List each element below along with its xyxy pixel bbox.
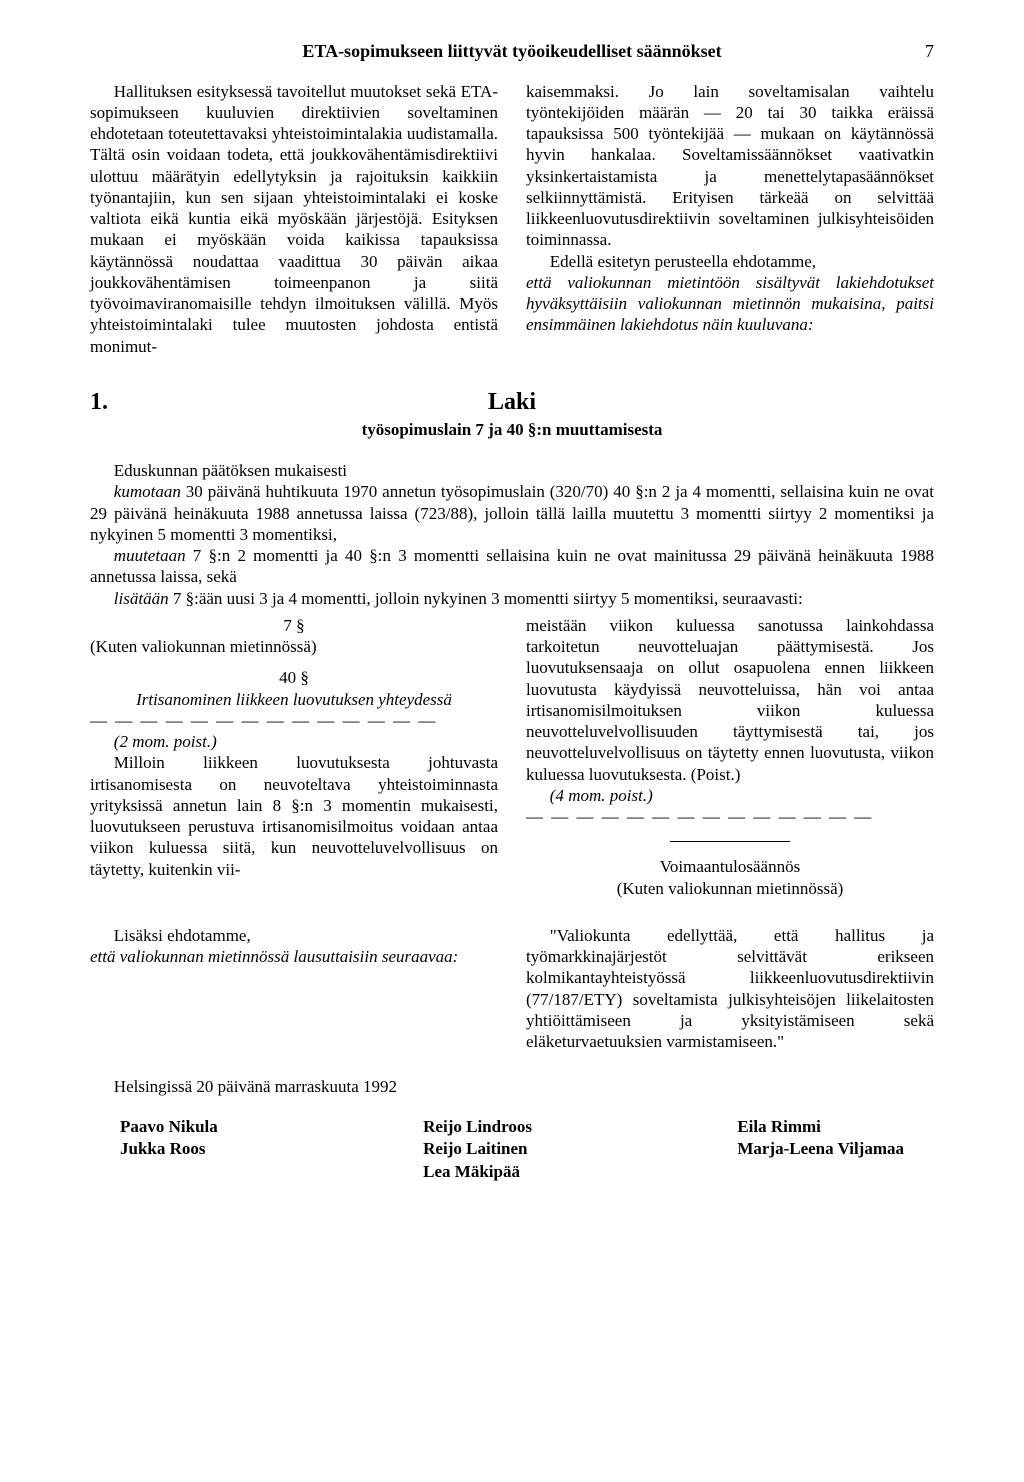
enacting-clauses: Eduskunnan päätöksen mukaisesti kumotaan… bbox=[90, 460, 934, 609]
mom-2-text: (2 mom. poist.) bbox=[114, 732, 217, 751]
section-40-heading: Irtisanominen liikkeen luovutuksen yhtey… bbox=[90, 689, 498, 710]
enacting-line-4: lisätään 7 §:ään uusi 3 ja 4 momentti, j… bbox=[90, 588, 934, 609]
voimaantulo-heading: Voimaantulosäännös bbox=[526, 856, 934, 877]
mom-4-text: (4 mom. poist.) bbox=[550, 786, 653, 805]
section-7-num: 7 § bbox=[90, 615, 498, 636]
quote-block: "Valiokunta edellyttää, että hallitus ja… bbox=[526, 925, 934, 1053]
enacting-line-2: kumotaan 30 päivänä huhtikuuta 1970 anne… bbox=[90, 481, 934, 545]
intro-columns: Hallituksen esityksessä tavoitellut muut… bbox=[90, 81, 934, 357]
quote-text: "Valiokunta edellyttää, että hallitus ja… bbox=[526, 925, 934, 1053]
enacting-line-2-rest: 30 päivänä huhtikuuta 1970 annetun työso… bbox=[90, 482, 934, 544]
dash-line-2: — — — — — — — — — — — — — — bbox=[526, 806, 934, 827]
intro-para-3: Edellä esitetyn perusteella ehdotamme, bbox=[526, 251, 934, 272]
law-heading-row: 1. Laki bbox=[90, 387, 934, 417]
muutetaan-word: muutetaan bbox=[114, 546, 186, 565]
law-number: 1. bbox=[90, 387, 108, 417]
lisataan-word: lisätään bbox=[114, 589, 169, 608]
body-para-left: Milloin liikkeen luovutuksesta johtuvast… bbox=[90, 752, 498, 880]
intro-para-1: Hallituksen esityksessä tavoitellut muut… bbox=[90, 81, 498, 357]
kumotaan-word: kumotaan bbox=[114, 482, 181, 501]
mom-2-poist: (2 mom. poist.) bbox=[90, 731, 498, 752]
page-number: 7 bbox=[925, 40, 934, 63]
signatures-row: Paavo Nikula Jukka Roos Reijo Lindroos R… bbox=[90, 1116, 934, 1185]
body-para-right: meistään viikon kuluessa sanotussa laink… bbox=[526, 615, 934, 785]
enacting-line-1: Eduskunnan päätöksen mukaisesti bbox=[90, 460, 934, 481]
section-40-num: 40 § bbox=[90, 667, 498, 688]
lisaksi-line: Lisäksi ehdotamme, bbox=[90, 925, 498, 946]
voimaantulo-note: (Kuten valiokunnan mietinnössä) bbox=[526, 878, 934, 899]
mom-4-poist: (4 mom. poist.) bbox=[526, 785, 934, 806]
intro-block-quote: että valiokunnan mietintöön sisältyvät l… bbox=[526, 272, 934, 336]
signature-col-2: Reijo Lindroos Reijo Laitinen Lea Mäkipä… bbox=[423, 1116, 532, 1185]
date-line: Helsingissä 20 päivänä marraskuuta 1992 bbox=[90, 1076, 934, 1097]
law-subtitle: työsopimuslain 7 ja 40 §:n muuttamisesta bbox=[90, 419, 934, 440]
dash-line-1: — — — — — — — — — — — — — — bbox=[90, 710, 498, 731]
divider-rule bbox=[670, 841, 790, 842]
signature-col-1: Paavo Nikula Jukka Roos bbox=[120, 1116, 218, 1185]
closing-columns: Lisäksi ehdotamme, että valiokunnan miet… bbox=[90, 925, 934, 1053]
enacting-line-4-rest: 7 §:ään uusi 3 ja 4 momentti, jolloin ny… bbox=[169, 589, 803, 608]
intro-para-2: kaisemmaksi. Jo lain soveltamisalan vaih… bbox=[526, 81, 934, 251]
page: ETA-sopimukseen liittyvät työoikeudellis… bbox=[0, 0, 1024, 1482]
etta-line: että valiokunnan mietinnössä lausuttaisi… bbox=[90, 946, 498, 967]
enacting-line-3: muutetaan 7 §:n 2 momentti ja 40 §:n 3 m… bbox=[90, 545, 934, 588]
law-title: Laki bbox=[488, 387, 536, 417]
running-header: ETA-sopimukseen liittyvät työoikeudellis… bbox=[90, 40, 934, 63]
law-body-columns: 7 § (Kuten valiokunnan mietinnössä) 40 §… bbox=[90, 615, 934, 899]
enacting-line-3-rest: 7 §:n 2 momentti ja 40 §:n 3 momentti se… bbox=[90, 546, 934, 586]
section-7-note: (Kuten valiokunnan mietinnössä) bbox=[90, 636, 498, 657]
signature-col-3: Eila Rimmi Marja-Leena Viljamaa bbox=[737, 1116, 904, 1185]
header-title: ETA-sopimukseen liittyvät työoikeudellis… bbox=[302, 40, 721, 63]
